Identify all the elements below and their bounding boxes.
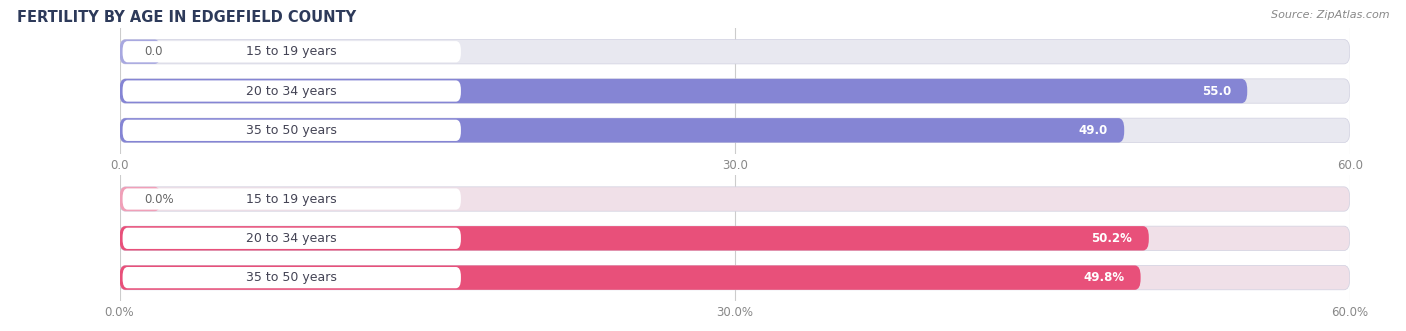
Text: 0.0: 0.0 bbox=[145, 45, 163, 58]
FancyBboxPatch shape bbox=[122, 80, 461, 102]
Text: 35 to 50 years: 35 to 50 years bbox=[246, 124, 337, 137]
Text: 50.2%: 50.2% bbox=[1091, 232, 1132, 245]
FancyBboxPatch shape bbox=[120, 79, 1350, 103]
FancyBboxPatch shape bbox=[120, 226, 1149, 251]
Text: 49.8%: 49.8% bbox=[1083, 271, 1125, 284]
FancyBboxPatch shape bbox=[120, 265, 1140, 290]
Text: 20 to 34 years: 20 to 34 years bbox=[246, 232, 337, 245]
Text: 15 to 19 years: 15 to 19 years bbox=[246, 45, 337, 58]
FancyBboxPatch shape bbox=[122, 41, 461, 62]
FancyBboxPatch shape bbox=[120, 226, 1350, 251]
Text: 15 to 19 years: 15 to 19 years bbox=[246, 193, 337, 206]
Text: Source: ZipAtlas.com: Source: ZipAtlas.com bbox=[1271, 10, 1389, 20]
FancyBboxPatch shape bbox=[120, 39, 160, 64]
FancyBboxPatch shape bbox=[120, 265, 1350, 290]
FancyBboxPatch shape bbox=[120, 39, 1350, 64]
Text: 49.0: 49.0 bbox=[1078, 124, 1108, 137]
Text: 55.0: 55.0 bbox=[1202, 84, 1230, 98]
FancyBboxPatch shape bbox=[122, 120, 461, 141]
FancyBboxPatch shape bbox=[120, 118, 1125, 143]
Text: 20 to 34 years: 20 to 34 years bbox=[246, 84, 337, 98]
FancyBboxPatch shape bbox=[120, 187, 1350, 211]
FancyBboxPatch shape bbox=[122, 228, 461, 249]
Text: FERTILITY BY AGE IN EDGEFIELD COUNTY: FERTILITY BY AGE IN EDGEFIELD COUNTY bbox=[17, 10, 356, 25]
FancyBboxPatch shape bbox=[122, 188, 461, 210]
Text: 35 to 50 years: 35 to 50 years bbox=[246, 271, 337, 284]
FancyBboxPatch shape bbox=[122, 267, 461, 288]
FancyBboxPatch shape bbox=[120, 187, 160, 211]
Text: 0.0%: 0.0% bbox=[145, 193, 174, 206]
FancyBboxPatch shape bbox=[120, 118, 1350, 143]
FancyBboxPatch shape bbox=[120, 79, 1247, 103]
